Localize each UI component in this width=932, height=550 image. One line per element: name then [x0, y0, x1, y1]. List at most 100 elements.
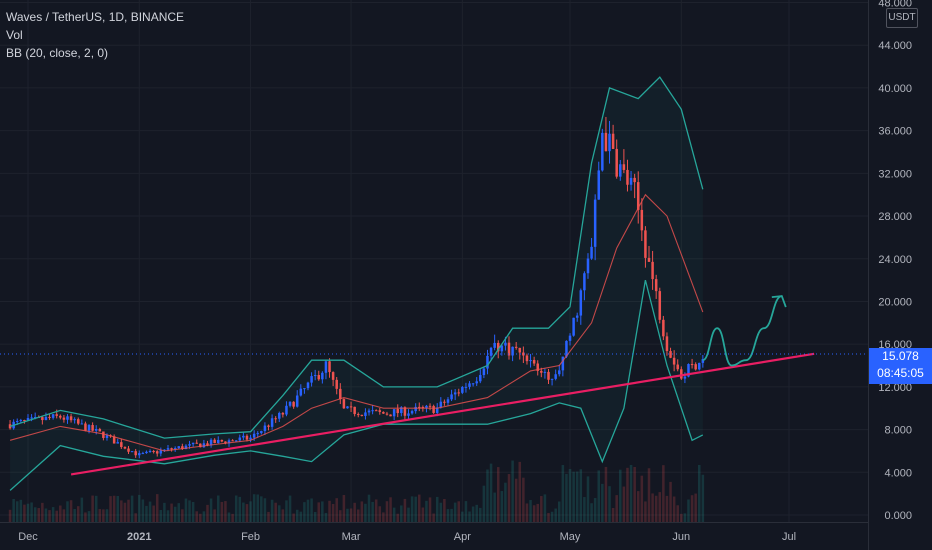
volume-bar [55, 510, 58, 522]
candle-body [234, 440, 238, 442]
volume-bar [249, 501, 252, 522]
candle-body [601, 132, 604, 171]
volume-bar [389, 497, 392, 522]
volume-bar [364, 503, 367, 522]
volume-bar [80, 497, 84, 522]
candle-body [245, 435, 249, 440]
volume-bar [511, 460, 514, 522]
volume-bar [356, 509, 360, 522]
volume-bar [518, 461, 522, 522]
candle-body [396, 409, 399, 414]
volume-bar [102, 509, 105, 522]
candle-body [324, 361, 328, 373]
x-tick-label: Apr [454, 531, 471, 543]
volume-bar [328, 500, 331, 522]
volume-bar [565, 473, 568, 522]
candle-body [342, 399, 346, 409]
bollinger-indicator-label[interactable]: BB (20, close, 2, 0) [6, 46, 109, 60]
candle-body [633, 177, 636, 183]
volume-bar [536, 503, 539, 522]
candle-body [403, 407, 407, 416]
candle-body [148, 451, 152, 453]
volume-bar [141, 499, 145, 522]
candle-body [48, 416, 51, 418]
volume-bar [252, 494, 256, 522]
volume-bar [213, 509, 216, 522]
currency-label[interactable]: USDT [886, 8, 918, 28]
candle-body [514, 346, 518, 348]
volume-bar [597, 470, 601, 522]
volume-bar [403, 498, 407, 522]
candle-body [698, 362, 701, 370]
candle-body [127, 448, 130, 452]
volume-bar [317, 502, 321, 522]
volume-bar [647, 468, 651, 522]
volume-bar [525, 503, 529, 522]
volume-bar [245, 504, 249, 522]
volume-bar [120, 500, 123, 522]
candle-body [658, 291, 662, 320]
volume-bar [410, 496, 414, 522]
volume-bar [489, 463, 493, 522]
volume-bar [127, 499, 130, 522]
candle-body [662, 319, 665, 337]
candle-body [453, 392, 457, 395]
candle-body [105, 435, 109, 438]
volume-bar [475, 504, 478, 522]
volume-bar [342, 495, 346, 522]
candle-body [181, 446, 184, 450]
volume-indicator-label[interactable]: Vol [6, 28, 23, 42]
volume-bar [568, 468, 572, 522]
candles [8, 116, 705, 459]
candle-body [30, 417, 33, 419]
volume-bar [98, 509, 102, 522]
candle-body [227, 440, 231, 444]
candle-body [640, 209, 644, 231]
candle-body [593, 199, 597, 247]
volume-bar [407, 507, 410, 522]
volume-bar [37, 508, 41, 522]
x-tick-label: Jun [672, 531, 690, 543]
volume-bar [690, 495, 694, 522]
candle-body [23, 420, 26, 422]
volume-bar [166, 510, 170, 522]
volume-bar [134, 513, 137, 522]
volume-bar [349, 508, 353, 522]
volume-bar [331, 503, 335, 522]
volume-bar [91, 495, 94, 522]
candle-body [690, 364, 694, 366]
volume-bar [507, 474, 511, 522]
volume-bar [464, 501, 468, 522]
candle-body [134, 451, 137, 456]
candle-body [644, 230, 647, 258]
x-tick-label: 2021 [127, 531, 151, 543]
candle-body [84, 423, 87, 431]
candle-body [321, 372, 324, 380]
volume-bar [191, 501, 195, 522]
volume-bar [669, 481, 672, 522]
volume-bar [173, 506, 177, 522]
volume-bar [471, 506, 475, 522]
bar-countdown: 08:45:05 [877, 366, 924, 380]
candle-body [683, 376, 687, 379]
candle-body [256, 433, 259, 435]
symbol-title[interactable]: Waves / TetherUS, 1D, BINANCE [6, 10, 185, 24]
candle-body [360, 414, 364, 416]
candle-body [191, 442, 195, 445]
candle-body [680, 369, 683, 379]
volume-bar [23, 504, 26, 522]
candle-body [651, 261, 654, 280]
volume-bar [138, 494, 141, 522]
projection-arrowhead [771, 295, 787, 308]
candle-body [206, 443, 209, 446]
volume-bar [181, 509, 184, 522]
candle-body [536, 363, 539, 371]
volume-bar [238, 496, 242, 522]
volume-bar [468, 511, 471, 522]
volume-bar [62, 509, 66, 522]
candle-body [371, 410, 374, 412]
volume-bar [94, 495, 98, 522]
volume-bar [601, 483, 604, 522]
volume-bar [270, 499, 274, 522]
